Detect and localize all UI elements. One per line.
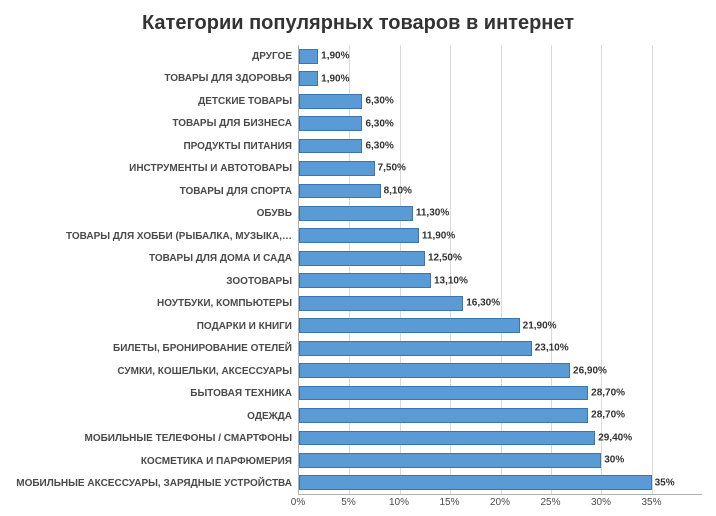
bar-row: 8,10% [299, 180, 702, 202]
bar-row: 28,70% [299, 382, 702, 404]
chart-area: ДРУГОЕТОВАРЫ ДЛЯ ЗДОРОВЬЯДЕТСКИЕ ТОВАРЫТ… [14, 45, 702, 495]
y-axis-label: ТОВАРЫ ДЛЯ ЗДОРОВЬЯ [14, 68, 298, 91]
bar-value-label: 23,10% [535, 343, 569, 354]
bar-value-label: 8,10% [384, 185, 412, 196]
x-tick-label: 25% [540, 497, 560, 508]
y-axis-label: НОУТБУКИ, КОМПЬЮТЕРЫ [14, 293, 298, 316]
bar-value-label: 1,90% [321, 51, 349, 62]
bars-container: 1,90%1,90%6,30%6,30%6,30%7,50%8,10%11,30… [299, 45, 702, 494]
y-axis-label: МОБИЛЬНЫЕ ТЕЛЕФОНЫ / СМАРТФОНЫ [14, 428, 298, 451]
y-axis-label: ДЕТСКИЕ ТОВАРЫ [14, 90, 298, 113]
y-axis-label: ЗООТОВАРЫ [14, 270, 298, 293]
bar-row: 7,50% [299, 157, 702, 179]
x-tick-label: 30% [591, 497, 611, 508]
plot-area: 1,90%1,90%6,30%6,30%6,30%7,50%8,10%11,30… [298, 45, 702, 495]
bar: 28,70% [299, 408, 588, 423]
y-axis-label: СУМКИ, КОШЕЛЬКИ, АКСЕССУАРЫ [14, 360, 298, 383]
bar-row: 6,30% [299, 90, 702, 112]
bar-value-label: 7,50% [378, 163, 406, 174]
x-tick-label: 20% [490, 497, 510, 508]
bar-row: 26,90% [299, 359, 702, 381]
y-axis-label: БИЛЕТЫ, БРОНИРОВАНИЕ ОТЕЛЕЙ [14, 338, 298, 361]
y-axis-labels: ДРУГОЕТОВАРЫ ДЛЯ ЗДОРОВЬЯДЕТСКИЕ ТОВАРЫТ… [14, 45, 298, 495]
bar-row: 6,30% [299, 135, 702, 157]
bar-row: 35% [299, 472, 702, 494]
y-axis-label: МОБИЛЬНЫЕ АКСЕССУАРЫ, ЗАРЯДНЫЕ УСТРОЙСТВ… [14, 473, 298, 496]
bar-value-label: 6,30% [365, 118, 393, 129]
bar: 1,90% [299, 49, 318, 64]
bar: 12,50% [299, 251, 425, 266]
bar-value-label: 12,50% [428, 253, 462, 264]
bar-value-label: 28,70% [591, 388, 625, 399]
bar-value-label: 16,30% [466, 298, 500, 309]
bar: 6,30% [299, 139, 362, 154]
bar: 7,50% [299, 161, 375, 176]
y-axis-label: ПОДАРКИ И КНИГИ [14, 315, 298, 338]
bar-value-label: 11,30% [416, 208, 449, 219]
x-axis-ticks: 0%5%10%15%20%25%30%35% [298, 497, 702, 511]
y-axis-label: ИНСТРУМЕНТЫ И АВТОТОВАРЫ [14, 158, 298, 181]
bar-row: 11,90% [299, 225, 702, 247]
x-tick-label: 5% [341, 497, 355, 508]
y-axis-label: БЫТОВАЯ ТЕХНИКА [14, 383, 298, 406]
bar: 26,90% [299, 363, 570, 378]
x-tick-label: 10% [389, 497, 409, 508]
x-axis: 0% 5% 10% 15% 20% 25% 30% 35% [14, 497, 702, 511]
bar-value-label: 13,10% [434, 275, 468, 286]
bar-row: 13,10% [299, 270, 702, 292]
bar-value-label: 26,90% [573, 365, 607, 376]
bar: 30% [299, 453, 601, 468]
bar: 11,90% [299, 228, 419, 243]
bar-row: 6,30% [299, 112, 702, 134]
bar-value-label: 29,40% [598, 432, 632, 443]
y-axis-label: ТОВАРЫ ДЛЯ СПОРТА [14, 180, 298, 203]
bar-row: 12,50% [299, 247, 702, 269]
bar: 6,30% [299, 116, 362, 131]
bar-row: 1,90% [299, 67, 702, 89]
bar-row: 28,70% [299, 404, 702, 426]
bar: 6,30% [299, 94, 362, 109]
y-axis-label: ТОВАРЫ ДЛЯ ХОББИ (РЫБАЛКА, МУЗЫКА,… [14, 225, 298, 248]
bar-value-label: 21,90% [523, 320, 557, 331]
bar: 11,30% [299, 206, 413, 221]
bar: 35% [299, 475, 652, 490]
bar: 8,10% [299, 184, 381, 199]
bar: 23,10% [299, 341, 532, 356]
y-axis-label: КОСМЕТИКА И ПАРФЮМЕРИЯ [14, 450, 298, 473]
bar-value-label: 11,90% [422, 230, 455, 241]
chart-title: Категории популярных товаров в интернет [14, 12, 702, 35]
bar-row: 11,30% [299, 202, 702, 224]
bar-row: 16,30% [299, 292, 702, 314]
y-axis-label: ТОВАРЫ ДЛЯ БИЗНЕСА [14, 113, 298, 136]
bar: 1,90% [299, 71, 318, 86]
bar-value-label: 35% [655, 477, 675, 488]
bar: 29,40% [299, 431, 595, 446]
bar-value-label: 28,70% [591, 410, 625, 421]
x-tick-label: 15% [439, 497, 459, 508]
bar-row: 1,90% [299, 45, 702, 67]
bar: 21,90% [299, 318, 520, 333]
bar: 28,70% [299, 386, 588, 401]
bar-value-label: 6,30% [365, 141, 393, 152]
y-axis-label: ДРУГОЕ [14, 45, 298, 68]
bar-row: 23,10% [299, 337, 702, 359]
bar: 13,10% [299, 273, 431, 288]
bar-value-label: 6,30% [365, 96, 393, 107]
y-axis-label: ОБУВЬ [14, 203, 298, 226]
bar-row: 21,90% [299, 314, 702, 336]
y-axis-label: ОДЕЖДА [14, 405, 298, 428]
bar-row: 30% [299, 449, 702, 471]
x-tick-label: 0% [291, 497, 305, 508]
bar: 16,30% [299, 296, 463, 311]
x-tick-label: 35% [641, 497, 661, 508]
y-axis-label: ПРОДУКТЫ ПИТАНИЯ [14, 135, 298, 158]
bar-value-label: 30% [604, 455, 624, 466]
y-axis-label: ТОВАРЫ ДЛЯ ДОМА И САДА [14, 248, 298, 271]
bar-row: 29,40% [299, 427, 702, 449]
bar-value-label: 1,90% [321, 73, 349, 84]
